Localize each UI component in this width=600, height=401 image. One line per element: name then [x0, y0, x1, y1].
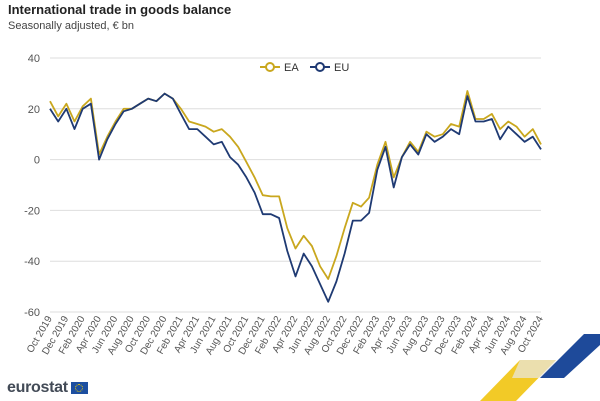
- y-tick-label: -60: [24, 307, 40, 319]
- page-subtitle: Seasonally adjusted, € bn: [8, 20, 134, 32]
- y-tick-label: -20: [24, 205, 40, 217]
- y-tick-label: 0: [34, 155, 40, 167]
- legend-item-eu[interactable]: EU: [310, 62, 349, 74]
- legend-label: EU: [334, 62, 349, 74]
- y-tick-label: -40: [24, 256, 40, 268]
- page-title: International trade in goods balance: [8, 2, 232, 17]
- legend-item-ea[interactable]: EA: [260, 62, 299, 74]
- series-lines: [49, 90, 542, 303]
- y-tick-label: 40: [28, 53, 40, 65]
- logo-text: eurostat: [7, 379, 68, 396]
- legend-label: EA: [284, 62, 299, 74]
- y-axis: -60 -40 -20 0 20 40: [24, 53, 40, 319]
- series-line-eu: [49, 92, 542, 303]
- legend-marker-icon: [315, 62, 325, 72]
- eurostat-logo: eurostat: [7, 379, 88, 397]
- grid-lines: [50, 57, 541, 313]
- legend[interactable]: EA EU: [260, 62, 349, 74]
- y-tick-label: 20: [28, 104, 40, 116]
- legend-marker-icon: [265, 62, 275, 72]
- eu-flag-icon: [70, 382, 88, 394]
